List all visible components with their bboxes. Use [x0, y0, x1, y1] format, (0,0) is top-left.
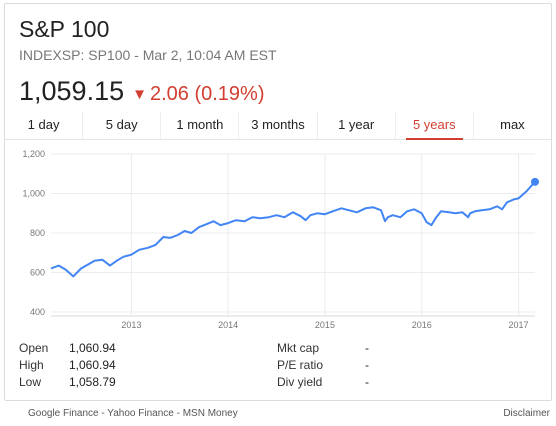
tab-1-year[interactable]: 1 year: [318, 112, 396, 139]
source-links[interactable]: Google Finance - Yahoo Finance - MSN Mon…: [28, 408, 238, 419]
stat-value-high: 1,060.94: [69, 358, 116, 372]
stat-value-pe-ratio: -: [365, 358, 369, 372]
x-tick-label: 2016: [412, 320, 432, 330]
x-tick-label: 2015: [315, 320, 335, 330]
disclaimer-link[interactable]: Disclaimer: [503, 408, 550, 419]
stat-label-div-yield: Div yield: [277, 375, 323, 389]
stat-row: High 1,060.94 P/E ratio -: [19, 357, 539, 374]
tab-max[interactable]: max: [500, 117, 525, 132]
stat-label-high: High: [19, 358, 44, 372]
tab-5-years[interactable]: 5 years: [396, 112, 474, 140]
price-row: 1,059.15 ▼ 2.06 (0.19%): [19, 76, 264, 107]
price-chart[interactable]: 400 600 800 1,000 1,200 2013 2014 2015 2016 2017: [5, 144, 551, 336]
stat-row: Low 1,058.79 Div yield -: [19, 374, 539, 391]
price-change: ▼ 2.06 (0.19%): [132, 83, 264, 106]
latest-price-marker: [531, 177, 539, 186]
stat-label-mkt-cap: Mkt cap: [277, 341, 320, 355]
y-tick-label: 800: [30, 228, 45, 238]
price-line: [50, 181, 536, 278]
stat-value-mkt-cap: -: [365, 341, 369, 355]
stat-label-pe-ratio: P/E ratio: [277, 358, 324, 372]
change-value: 2.06 (0.19%): [149, 83, 265, 105]
y-tick-label: 1,200: [22, 149, 45, 159]
x-tick-label: 2014: [218, 320, 238, 330]
stock-card: S&P 100 INDEXSP: SP100 - Mar 2, 10:04 AM…: [4, 3, 552, 401]
range-tabs: 1 day 5 day 1 month 3 months 1 year 5 ye…: [5, 112, 551, 140]
index-title: S&P 100: [19, 16, 110, 42]
stat-label-open: Open: [19, 341, 49, 355]
current-price: 1,059.15: [19, 76, 125, 106]
x-tick-label: 2013: [121, 320, 141, 330]
stat-value-low: 1,058.79: [69, 375, 116, 389]
stat-label-low: Low: [19, 375, 42, 389]
index-subtitle: INDEXSP: SP100 - Mar 2, 10:04 AM EST: [19, 47, 277, 63]
x-tick-label: 2017: [509, 320, 529, 330]
stat-value-div-yield: -: [365, 375, 369, 389]
tab-1-month[interactable]: 1 month: [161, 112, 240, 139]
tab-1-day[interactable]: 1 day: [5, 112, 84, 139]
y-tick-label: 1,000: [22, 189, 45, 199]
stats-table: Open 1,060.94 Mkt cap - High 1,060.94 P/E r…: [19, 340, 539, 391]
stat-row: Open 1,060.94 Mkt cap -: [19, 340, 539, 357]
y-tick-label: 400: [30, 307, 45, 317]
y-tick-label: 600: [30, 268, 45, 278]
tab-5-day[interactable]: 5 day: [83, 112, 162, 139]
down-arrow-icon: ▼: [132, 86, 147, 103]
stat-value-open: 1,060.94: [69, 341, 116, 355]
tab-3-months[interactable]: 3 months: [239, 112, 318, 139]
